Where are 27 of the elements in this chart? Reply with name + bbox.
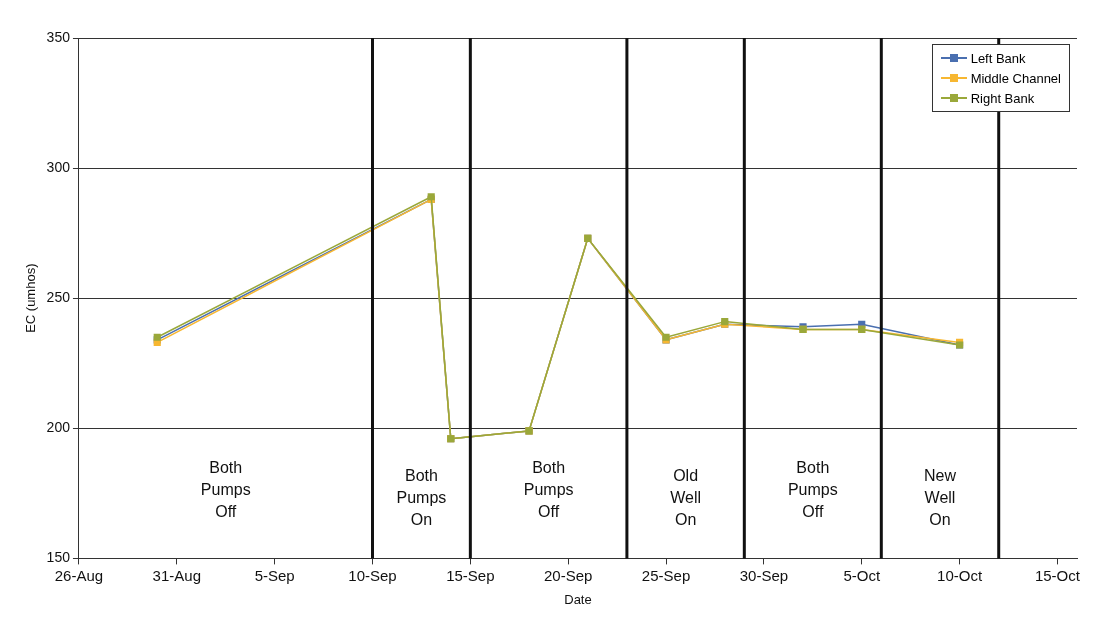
x-tick-label: 20-Sep xyxy=(544,566,593,584)
annotation: Both Pumps Off xyxy=(523,459,574,521)
x-tick-label: 26-Aug xyxy=(54,566,104,584)
annotation: Both Pumps Off xyxy=(200,459,251,521)
x-tick-label: 10-Sep xyxy=(348,566,397,584)
legend-label: Left Bank xyxy=(970,50,1026,66)
legend-label: Middle Channel xyxy=(970,70,1061,86)
annotation: Both Pumps Off xyxy=(787,459,838,521)
y-tick-label: 250 xyxy=(46,289,71,306)
annotation: Both Pumps On xyxy=(396,467,447,529)
x-tick-label: 10-Oct xyxy=(937,566,983,584)
x-tick-label: 5-Oct xyxy=(843,566,881,584)
y-tick-label: 300 xyxy=(46,158,71,175)
x-tick-label: 25-Sep xyxy=(641,566,691,584)
annotation: Old Well On xyxy=(670,467,702,529)
y-axis-title: EC (umhos) xyxy=(23,263,39,333)
x-tick-label: 15-Sep xyxy=(446,566,495,584)
x-tick-label: 15-Oct xyxy=(1034,566,1081,584)
y-tick-label: 200 xyxy=(46,419,71,436)
x-tick-label: 31-Aug xyxy=(152,566,201,584)
annotation: New Well On xyxy=(924,467,957,529)
legend-label: Right Bank xyxy=(970,90,1035,106)
y-tick-label: 150 xyxy=(46,549,71,566)
x-tick-label: 5-Sep xyxy=(254,566,295,584)
x-axis-title: Date xyxy=(564,591,592,607)
y-tick-label: 350 xyxy=(46,28,71,45)
x-tick-label: 30-Sep xyxy=(739,566,789,584)
